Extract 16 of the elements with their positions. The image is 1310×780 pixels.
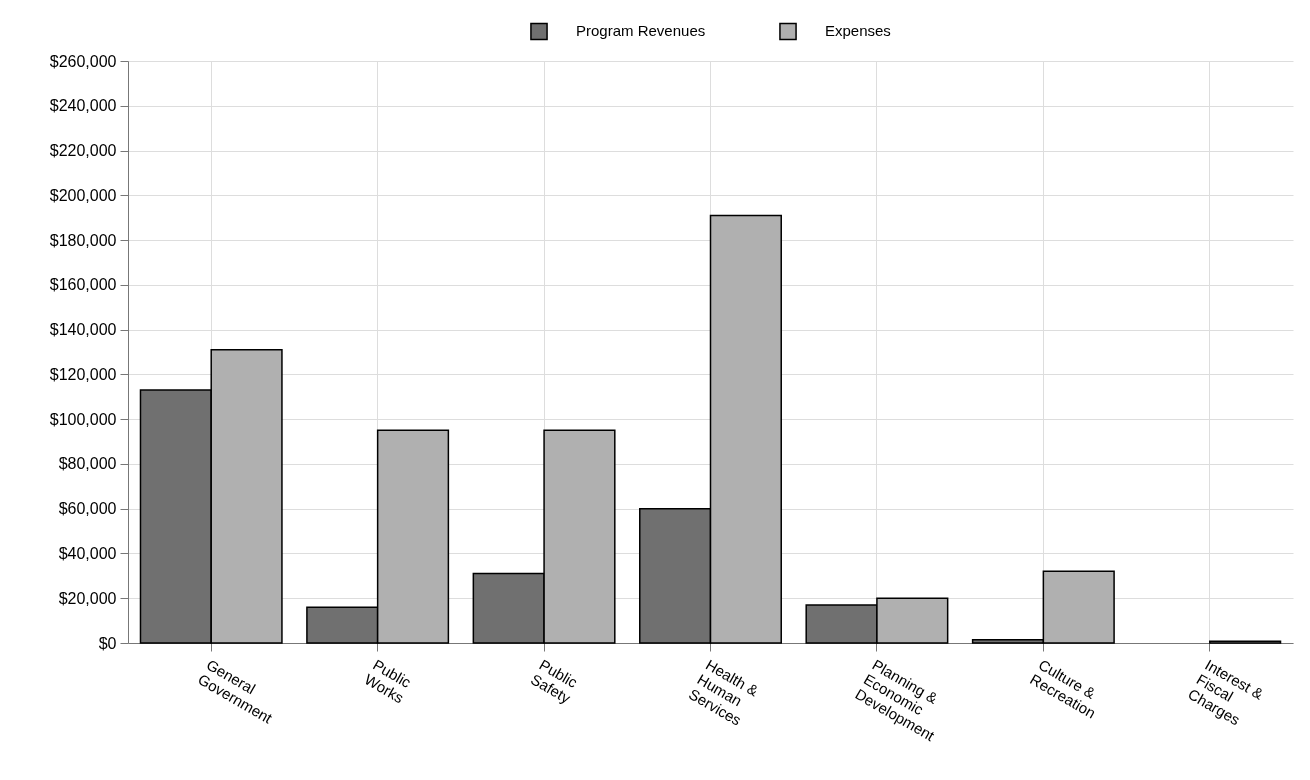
legend-label: Expenses (825, 22, 891, 40)
y-tick-label: $80,000 (58, 455, 117, 473)
y-tick-label: $260,000 (49, 52, 117, 70)
y-tick-label: $180,000 (49, 231, 117, 249)
y-tick-label: $200,000 (49, 186, 117, 204)
y-tick-label: $100,000 (49, 410, 117, 428)
y-tick-label: $40,000 (58, 544, 117, 562)
legend-label: Program Revenues (576, 22, 706, 40)
y-tick-label: $120,000 (49, 365, 117, 383)
y-tick-label: $220,000 (49, 142, 117, 160)
y-tick-label: $0 (98, 634, 117, 652)
y-tick-label: $160,000 (49, 276, 117, 294)
y-tick-label: $60,000 (58, 500, 117, 518)
y-tick-label: $140,000 (49, 321, 117, 339)
y-tick-label: $240,000 (49, 97, 117, 115)
y-tick-label: $20,000 (58, 589, 117, 607)
